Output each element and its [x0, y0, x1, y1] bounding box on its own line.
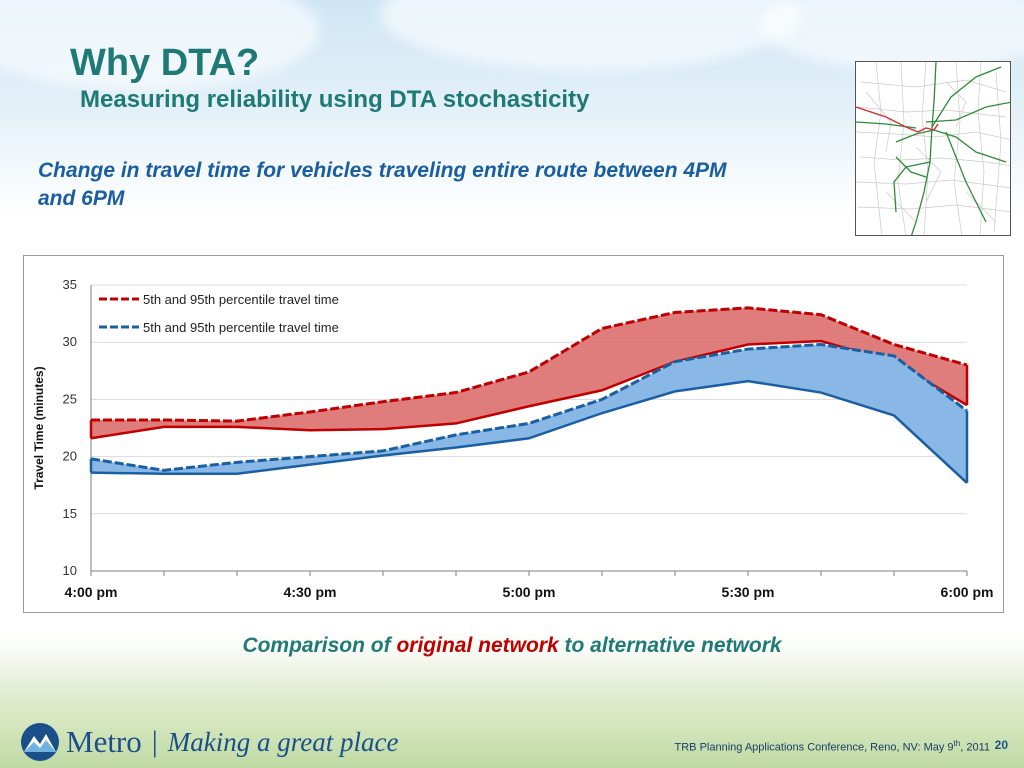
sky-cloud	[760, 0, 1024, 70]
caption-highlight: original network	[396, 634, 559, 657]
band-upper-line-original	[91, 306, 968, 423]
y-tick-label: 20	[63, 449, 77, 464]
caption-after: to alternative network	[564, 634, 782, 657]
caption-before: Comparison of	[242, 634, 391, 657]
page-number: 20	[994, 738, 1008, 752]
band-lower-line-original	[90, 339, 968, 440]
route-map-thumbnail	[855, 61, 1011, 236]
logo-separator: |	[151, 725, 158, 758]
sky-cloud	[380, 0, 800, 70]
y-tick-label: 15	[63, 506, 77, 521]
x-tick-label: 4:30 pm	[284, 584, 337, 600]
metro-logo-icon	[21, 723, 59, 761]
y-tick-label: 35	[63, 277, 77, 292]
y-axis-label: Travel Time (minutes)	[32, 366, 46, 489]
legend-label-original: 5th and 95th percentile travel time	[143, 292, 339, 307]
legend-label-alternative: 5th and 95th percentile travel time	[143, 320, 339, 335]
y-tick-label: 25	[63, 391, 77, 406]
y-tick-label: 30	[63, 334, 77, 349]
x-tick-label: 4:00 pm	[65, 584, 118, 600]
lead-text: Change in travel time for vehicles trave…	[38, 159, 727, 210]
metro-logo: Metro | Making a great place	[20, 720, 398, 764]
band-area-original	[91, 307, 967, 439]
conference-note-year: , 2011	[960, 741, 990, 754]
band-area-alternative	[91, 344, 967, 483]
y-tick-label: 10	[63, 563, 77, 578]
conference-note-text: TRB Planning Applications Conference, Re…	[674, 741, 954, 754]
conference-note: TRB Planning Applications Conference, Re…	[675, 739, 990, 754]
grass-background	[0, 653, 1024, 768]
x-tick-label: 5:00 pm	[503, 584, 556, 600]
logo-tagline: Making a great place	[167, 726, 399, 757]
slide-title: Why DTA?	[70, 42, 260, 84]
chart-canvas: 10 15 20 25 30 35 4:00 pm 4:30 pm 5:00 pm 5:30 pm…	[32, 277, 994, 600]
band-lower-line-alternative	[90, 379, 968, 484]
slide-subtitle: Measuring reliability using DTA stochast…	[80, 86, 590, 113]
travel-time-chart: 10 15 20 25 30 35 4:00 pm 4:30 pm 5:00 pm 5:30 pm…	[23, 255, 1004, 613]
conference-note-sup: th	[953, 739, 961, 748]
band-upper-line-alternative	[90, 342, 968, 472]
logo-wordmark: Metro	[66, 724, 142, 759]
x-tick-label: 5:30 pm	[722, 584, 775, 600]
x-tick-label: 6:00 pm	[941, 584, 994, 600]
chart-caption: Comparison of original network to altern…	[0, 634, 1024, 658]
